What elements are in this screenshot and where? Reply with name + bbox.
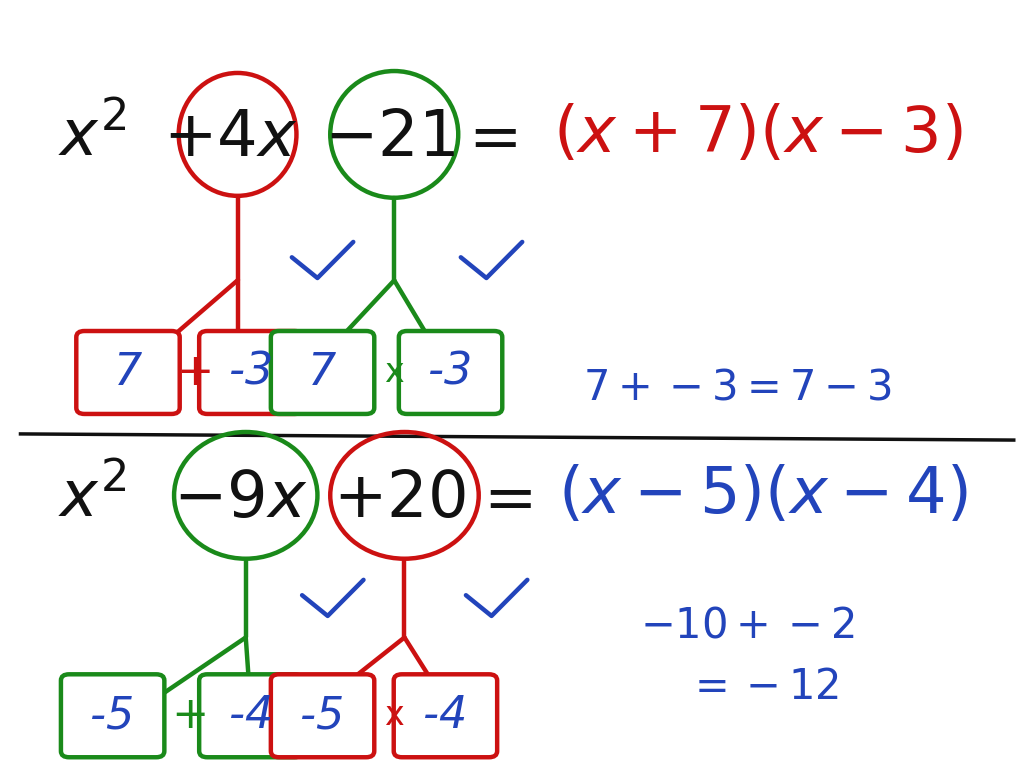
Text: -4: -4 (228, 694, 273, 737)
Text: -5: -5 (300, 694, 345, 737)
Text: -5: -5 (90, 694, 135, 737)
Text: +: + (171, 694, 208, 737)
Text: 7: 7 (114, 351, 142, 394)
Text: $+4x$: $+4x$ (163, 108, 298, 169)
FancyBboxPatch shape (199, 331, 303, 414)
Text: $= -12$: $= -12$ (686, 667, 840, 708)
FancyBboxPatch shape (270, 674, 375, 757)
Text: $7+ -3 = 7-3$: $7+ -3 = 7-3$ (583, 367, 892, 409)
Text: -4: -4 (423, 694, 468, 737)
Text: 7: 7 (308, 351, 337, 394)
FancyBboxPatch shape (399, 331, 503, 414)
Text: $(x+7)(x-3)$: $(x+7)(x-3)$ (553, 104, 963, 165)
Text: $-21$: $-21$ (324, 108, 455, 169)
FancyBboxPatch shape (61, 674, 164, 757)
Text: $+20$: $+20$ (333, 468, 466, 530)
Text: $(x-5)(x-4)$: $(x-5)(x-4)$ (558, 465, 968, 526)
Text: +: + (176, 351, 213, 394)
Text: x: x (384, 700, 404, 732)
Text: $x^2$: $x^2$ (58, 108, 126, 169)
Text: $=$: $=$ (471, 468, 532, 530)
FancyBboxPatch shape (199, 674, 303, 757)
Text: $x^2$: $x^2$ (58, 468, 126, 530)
Text: -3: -3 (428, 351, 473, 394)
FancyBboxPatch shape (393, 674, 498, 757)
Text: $-10 + -2$: $-10 + -2$ (640, 605, 855, 647)
Text: x: x (384, 356, 404, 389)
Text: $=$: $=$ (456, 108, 517, 169)
Text: $-9x$: $-9x$ (173, 468, 308, 530)
FancyBboxPatch shape (270, 331, 375, 414)
FancyBboxPatch shape (76, 331, 180, 414)
Text: -3: -3 (228, 351, 273, 394)
